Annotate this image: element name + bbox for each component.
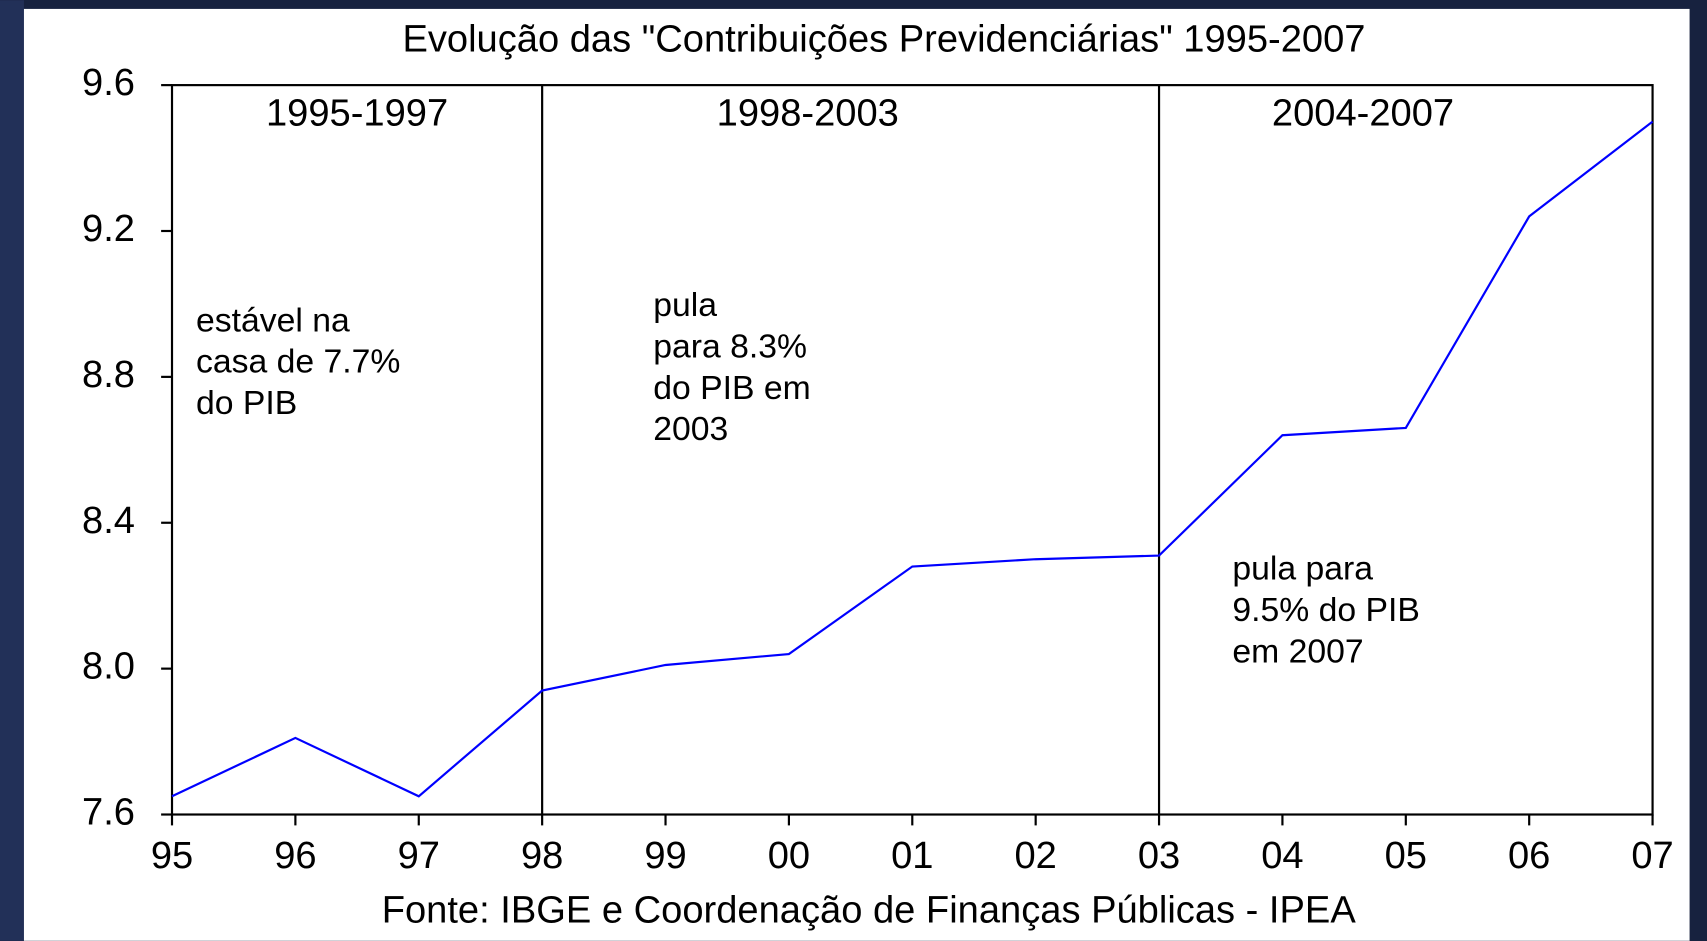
x-tick-label: 07 (1631, 835, 1673, 877)
x-tick-label: 00 (768, 835, 810, 877)
period-label: 1998-2003 (717, 93, 899, 135)
annotation: 9.5% do PIB (1232, 591, 1420, 629)
annotation: pula (653, 286, 717, 324)
x-tick-label: 01 (891, 835, 933, 877)
x-tick-label: 96 (274, 835, 316, 877)
annotation: pula para (1232, 550, 1373, 588)
frame-left (0, 0, 24, 941)
panel (23, 8, 1690, 941)
y-tick-label: 8.0 (82, 646, 135, 688)
x-tick-label: 95 (151, 835, 193, 877)
x-tick-label: 03 (1138, 835, 1180, 877)
y-tick-label: 9.6 (82, 62, 135, 104)
source: Fonte: IBGE e Coordenação de Finanças Pú… (382, 890, 1357, 932)
annotation: casa de 7.7% (196, 343, 400, 381)
annotation: para 8.3% (653, 327, 807, 365)
y-tick-label: 8.4 (82, 500, 135, 542)
x-tick-label: 04 (1261, 835, 1303, 877)
x-tick-label: 05 (1385, 835, 1427, 877)
x-tick-label: 02 (1014, 835, 1056, 877)
y-tick-label: 8.8 (82, 354, 135, 396)
annotation: do PIB em (653, 369, 811, 407)
chart-title: Evolução das "Contribuições Previdenciár… (402, 19, 1365, 61)
annotation: estável na (196, 301, 350, 339)
period-label: 2004-2007 (1272, 93, 1454, 135)
period-label: 1995-1997 (266, 93, 448, 135)
annotation: 2003 (653, 410, 728, 448)
x-tick-label: 97 (398, 835, 440, 877)
y-tick-label: 7.6 (82, 792, 135, 834)
x-tick-label: 98 (521, 835, 563, 877)
annotation: do PIB (196, 384, 297, 422)
y-tick-label: 9.2 (82, 208, 135, 250)
annotation: em 2007 (1232, 632, 1363, 670)
series-line (171, 120, 1654, 798)
x-tick-label: 99 (644, 835, 686, 877)
x-tick-label: 06 (1508, 835, 1550, 877)
